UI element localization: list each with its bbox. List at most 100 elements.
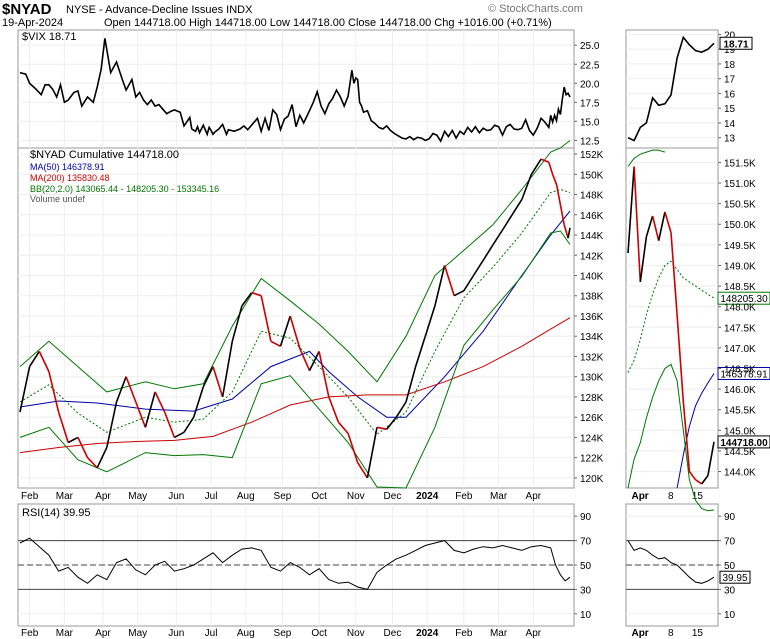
rsi-zoom-axis-tick-label: 30 [724,585,736,596]
date-label-bottom: Feb [21,628,39,639]
nyad-series-1 [19,317,571,454]
nyad-price-segment [19,366,31,413]
nyad-series-3 [19,140,571,393]
nyad-zoom-price-segment [657,211,666,241]
nyad-zoom-price-segment [701,475,709,485]
stockcharts-watermark: © StockCharts.com [488,3,583,15]
nyad-price-segment [221,341,234,398]
nyad-price-segment [376,426,387,431]
nyad-axis-tick-label: 134K [580,332,604,343]
zoom-date-label-bottom: 8 [668,628,674,639]
nyad-series-4 [19,230,571,489]
nyad-legend-ma50: MA(50) 146378.91 [30,162,105,172]
date-label: Apr [526,491,542,502]
nyad-price-segment [501,214,513,231]
nyad-zoom-axis-tick-label: 149.5K [724,241,756,252]
rsi-zoom-axis-tick-label: 50 [724,561,736,572]
nyad-series-2 [19,188,571,436]
nyad-price-segment [405,366,417,403]
nyad-zoom-axis-tick-label: 151.0K [724,179,756,190]
date-label-bottom: Jun [168,628,184,639]
nyad-price-segment [540,158,550,163]
nyad-price-segment [424,305,436,337]
nyad-zoom-axis-tick-label: 147.5K [724,323,756,334]
nyad-zoom-axis-tick-label: 144.0K [724,468,756,479]
nyad-zoom-axis-tick-label: 148.0K [724,303,756,314]
date-label-bottom: Mar [490,628,508,639]
rsi-axis-tick-label: 50 [580,561,592,572]
panel-frames [17,29,719,627]
nyad-axis-tick-label: 130K [580,373,604,384]
nyad-price-segment [482,244,494,261]
nyad-price-segment [251,291,262,297]
nyad-price-segment [318,351,330,398]
nyad-price-segment [357,462,369,479]
nyad-price-segment [567,227,571,239]
nyad-price-segment [86,457,98,469]
zoom-date-label: 8 [668,491,674,502]
nyad-axis-tick-label: 144K [580,231,604,242]
symbol-title: $NYAD [2,1,52,18]
nyad-price-segment [154,391,166,413]
symbol-description: NYSE - Advance-Decline Issues INDX [66,4,253,16]
nyad-zoom-axis-tick-label: 150.0K [724,220,756,231]
vix-zoom-axis-tick-label: 14 [724,119,736,130]
nyad-price-segment [548,161,554,175]
rsi-axis-tick-label: 90 [580,512,592,523]
date-label: Feb [455,491,473,502]
panel-frame-zNyad [625,147,719,489]
nyad-price-segment [289,315,301,349]
nyad-value-box-1 [717,366,770,380]
nyad-price-segment [48,371,60,413]
nyad-price-segment [279,315,291,347]
nyad-zoom-price-segment [676,314,685,402]
zoom-date-label-bottom: Apr [631,628,648,639]
nyad-price-segment [125,376,137,403]
nyad-axis-tick-label: 152K [580,150,604,161]
vix-zoom-axis-tick-label: 18 [724,60,736,71]
nyad-zoom-price-segment [695,479,703,485]
nyad-axis-tick-label: 150K [580,170,604,181]
date-label: Jul [205,491,218,502]
rsi-zoom-line [627,540,715,584]
vix-zoom-axis-tick-label: 20 [724,30,736,41]
nyad-price-segment [386,416,397,430]
vix-axis-tick-label: 15.0 [580,117,600,128]
nyad-price-segment [28,350,40,368]
nyad-legend-volume: Volume undef [30,194,86,204]
nyad-zoom-axis-tick-label: 151.5K [724,158,756,169]
zoom-date-label: Apr [631,491,648,502]
nyad-price-segment [347,433,359,463]
vix-axis-tick-label: 17.5 [580,98,600,109]
nyad-price-segment [463,275,475,292]
nyad-price-segment [231,305,243,342]
nyad-price-segment [443,265,455,296]
rsi-legend: RSI(14) 39.95 [22,507,90,519]
date-label-bottom: Sep [274,628,292,639]
date-label-bottom: Mar [56,628,74,639]
nyad-price-segment [57,411,69,443]
nyad-zoom-axis-tick-label: 149.0K [724,261,756,272]
nyad-price-segment [77,437,89,458]
zoom-date-label: 15 [692,491,704,502]
vix-axis-tick-label: 20.0 [580,79,600,90]
nyad-price-segment [328,396,340,423]
nyad-zoom-price-segment [682,401,691,472]
nyad-price-segment [521,174,533,200]
nyad-legend-bb: BB(20,2.0) 143065.44 - 148205.30 - 15334… [30,184,219,194]
nyad-price-segment [202,366,214,388]
vix-value-label: 18.71 [723,39,748,50]
nyad-axis-tick-label: 148K [580,191,604,202]
nyad-price-segment [299,348,311,371]
nyad-zoom-price-segment [627,166,635,254]
nyad-axis-tick-label: 122K [580,454,604,465]
date-label-bottom: May [128,628,147,639]
nyad-price-segment [106,401,118,448]
nyad-axis-tick-label: 124K [580,433,604,444]
nyad-price-segment [559,204,565,226]
nyad-price-segment [96,447,108,469]
nyad-axis-tick-label: 120K [580,474,604,485]
nyad-price-segment [183,416,195,433]
date-label: Sep [274,491,292,502]
